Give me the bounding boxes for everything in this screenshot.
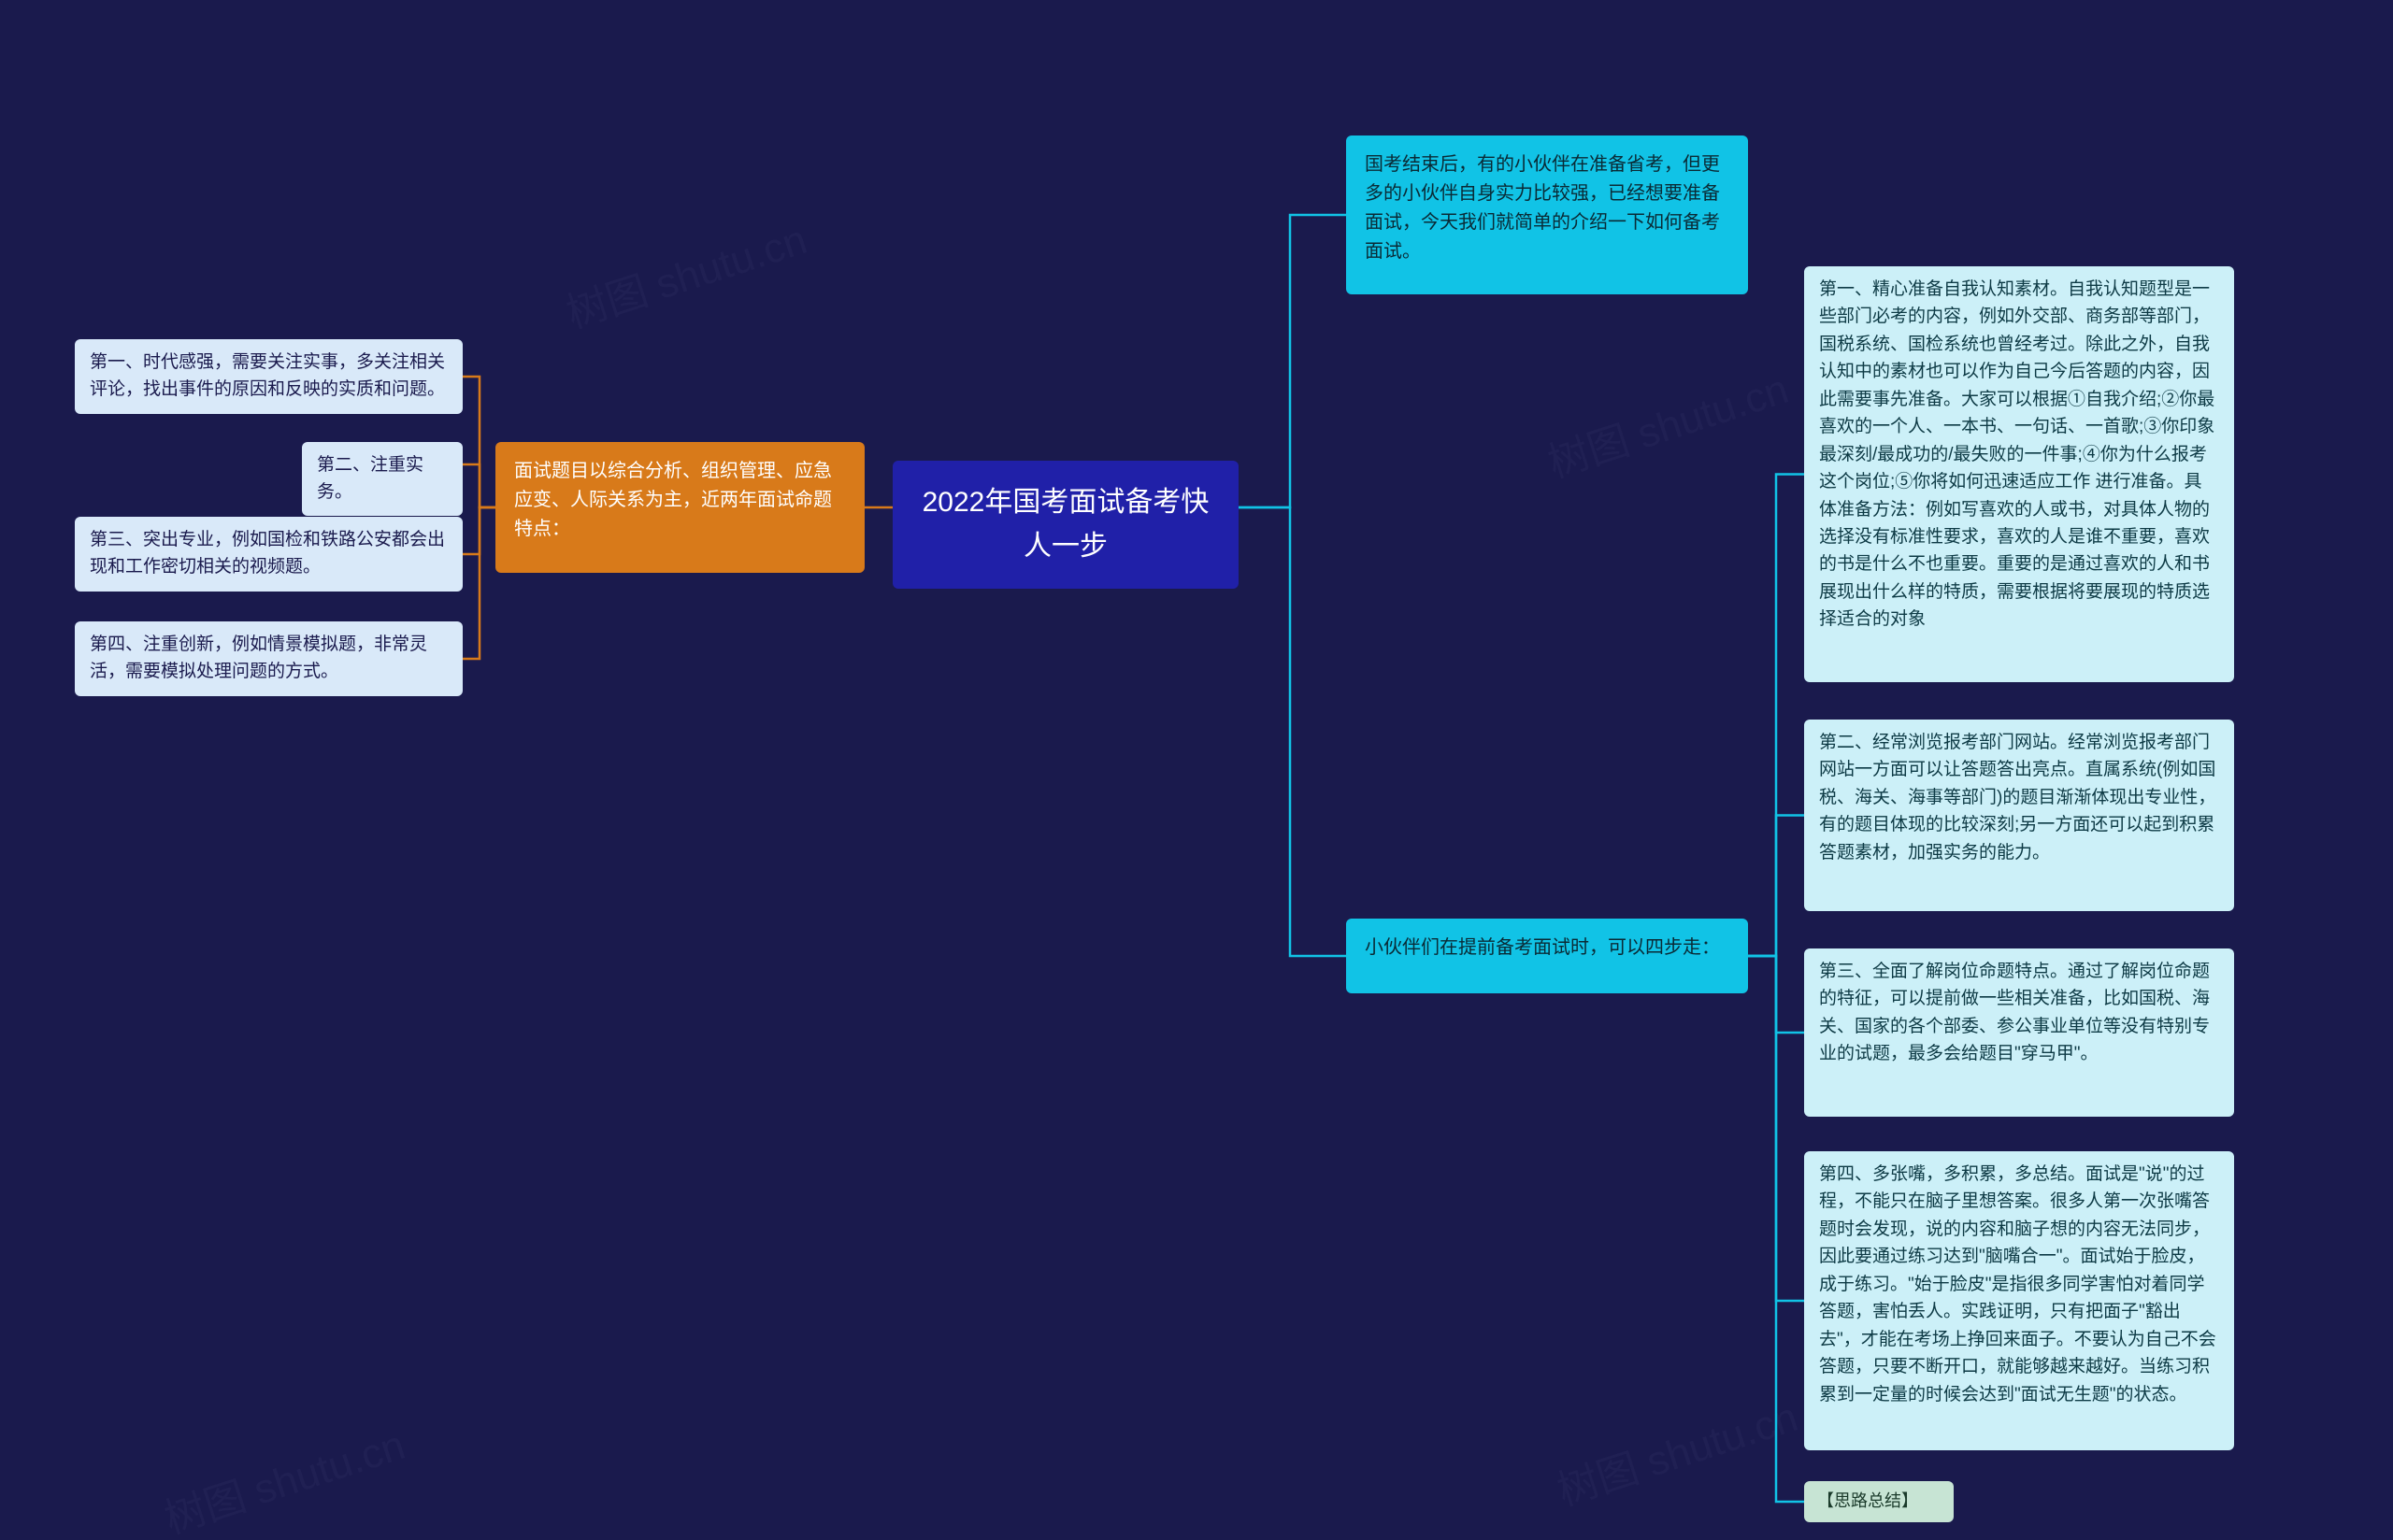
right-leaf-1-2: 第三、全面了解岗位命题特点。通过了解岗位命题的特征，可以提前做一些相关准备，比如… [1804,948,2234,1117]
right-leaf-1-0: 第一、精心准备自我认知素材。自我认知题型是一些部门必考的内容，例如外交部、商务部… [1804,266,2234,682]
right-leaf-1-1: 第二、经常浏览报考部门网站。经常浏览报考部门网站一方面可以让答题答出亮点。直属系… [1804,720,2234,911]
right-leaf-1-4: 【思路总结】 [1804,1481,1954,1522]
watermark-1: 树图 shutu.cn [1540,355,1795,489]
watermark-3: 树图 shutu.cn [1549,1383,1804,1517]
right-leaf-1-3: 第四、多张嘴，多积累，多总结。面试是"说"的过程，不能只在脑子里想答案。很多人第… [1804,1151,2234,1450]
watermark-0: 树图 shutu.cn [558,206,813,339]
left-leaf-2: 第三、突出专业，例如国检和铁路公安都会出现和工作密切相关的视频题。 [75,517,463,592]
left-leaf-0: 第一、时代感强，需要关注实事，多关注相关评论，找出事件的原因和反映的实质和问题。 [75,339,463,414]
central-node: 2022年国考面试备考快人一步 [893,461,1239,589]
left-leaf-3: 第四、注重创新，例如情景模拟题，非常灵活，需要模拟处理问题的方式。 [75,621,463,696]
right-branch-1: 小伙伴们在提前备考面试时，可以四步走： [1346,919,1748,993]
left-branch-parent: 面试题目以综合分析、组织管理、应急应变、人际关系为主，近两年面试命题特点： [495,442,865,573]
watermark-2: 树图 shutu.cn [156,1411,411,1540]
right-branch-0: 国考结束后，有的小伙伴在准备省考，但更多的小伙伴自身实力比较强，已经想要准备面试… [1346,135,1748,294]
left-leaf-1: 第二、注重实务。 [302,442,463,516]
